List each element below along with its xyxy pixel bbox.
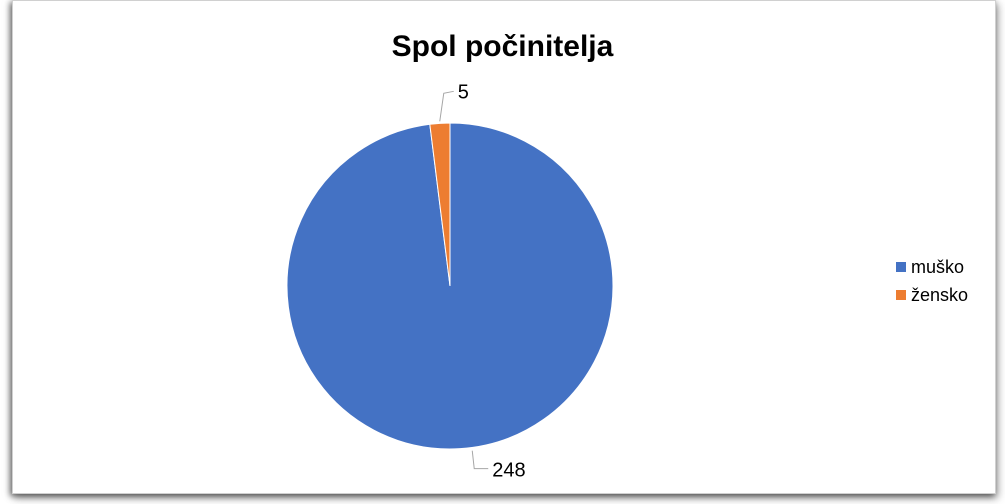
legend-label-zensko: žensko xyxy=(911,284,969,305)
pie-slice-zensko xyxy=(429,122,451,287)
legend-item-musko: muško xyxy=(896,253,968,281)
leader-line-musko xyxy=(471,450,489,470)
leader-line-zensko xyxy=(439,90,454,122)
legend: muško žensko xyxy=(896,253,968,309)
legend-item-zensko: žensko xyxy=(896,281,968,309)
data-label-musko: 248 xyxy=(492,460,525,482)
legend-swatch-zensko xyxy=(896,290,906,300)
data-label-zensko: 5 xyxy=(458,81,469,103)
legend-label-musko: muško xyxy=(911,256,965,277)
chart-title: Spol počinitelja xyxy=(391,30,614,63)
legend-swatch-musko xyxy=(896,262,906,272)
